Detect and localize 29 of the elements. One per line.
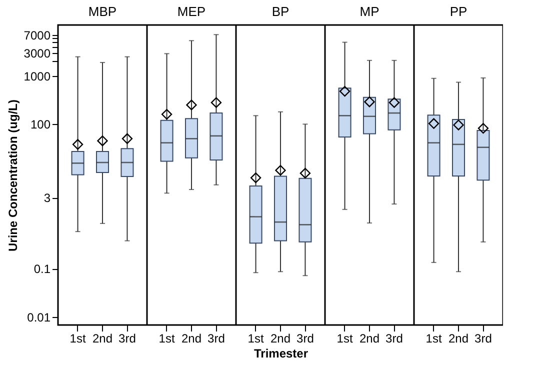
y-tick-label: 7000 bbox=[24, 28, 51, 43]
x-tick-label: 1st bbox=[248, 332, 264, 346]
chart-title: PP bbox=[450, 4, 468, 19]
x-tick-label: 1st bbox=[70, 332, 86, 346]
y-tick-label: 0.1 bbox=[34, 262, 51, 276]
chart-title: BP bbox=[272, 4, 290, 19]
y-tick-label: 3000 bbox=[24, 46, 51, 60]
x-tick-label: 2nd bbox=[270, 332, 291, 346]
chart-title: MBP bbox=[88, 4, 117, 19]
y-tick-label: 3 bbox=[44, 191, 51, 206]
x-tick-label: 1st bbox=[158, 332, 176, 346]
x-tick-label: 2nd bbox=[359, 332, 380, 346]
x-tick-label: 1st bbox=[426, 332, 442, 346]
y-axis-title: Urine Concentration (ug/L) bbox=[6, 100, 20, 252]
x-tick-label: 2nd bbox=[448, 332, 469, 346]
x-tick-label: 3rd bbox=[474, 332, 492, 346]
x-tick-label: 3rd bbox=[296, 332, 314, 346]
x-axis-title: Trimester bbox=[254, 346, 308, 360]
x-tick-label: 3rd bbox=[386, 332, 403, 346]
y-tick-label: 100 bbox=[30, 118, 51, 132]
chart-title: MEP bbox=[177, 4, 206, 19]
x-tick-label: 2nd bbox=[92, 332, 113, 346]
chart-title: MP bbox=[360, 4, 380, 19]
x-tick-label: 3rd bbox=[118, 332, 136, 346]
x-tick-label: 3rd bbox=[208, 332, 225, 346]
y-tick-label: 0.01 bbox=[27, 310, 51, 324]
x-tick-label: 2nd bbox=[181, 332, 202, 346]
y-tick-label: 1000 bbox=[24, 69, 51, 84]
x-tick-label: 1st bbox=[336, 332, 354, 346]
